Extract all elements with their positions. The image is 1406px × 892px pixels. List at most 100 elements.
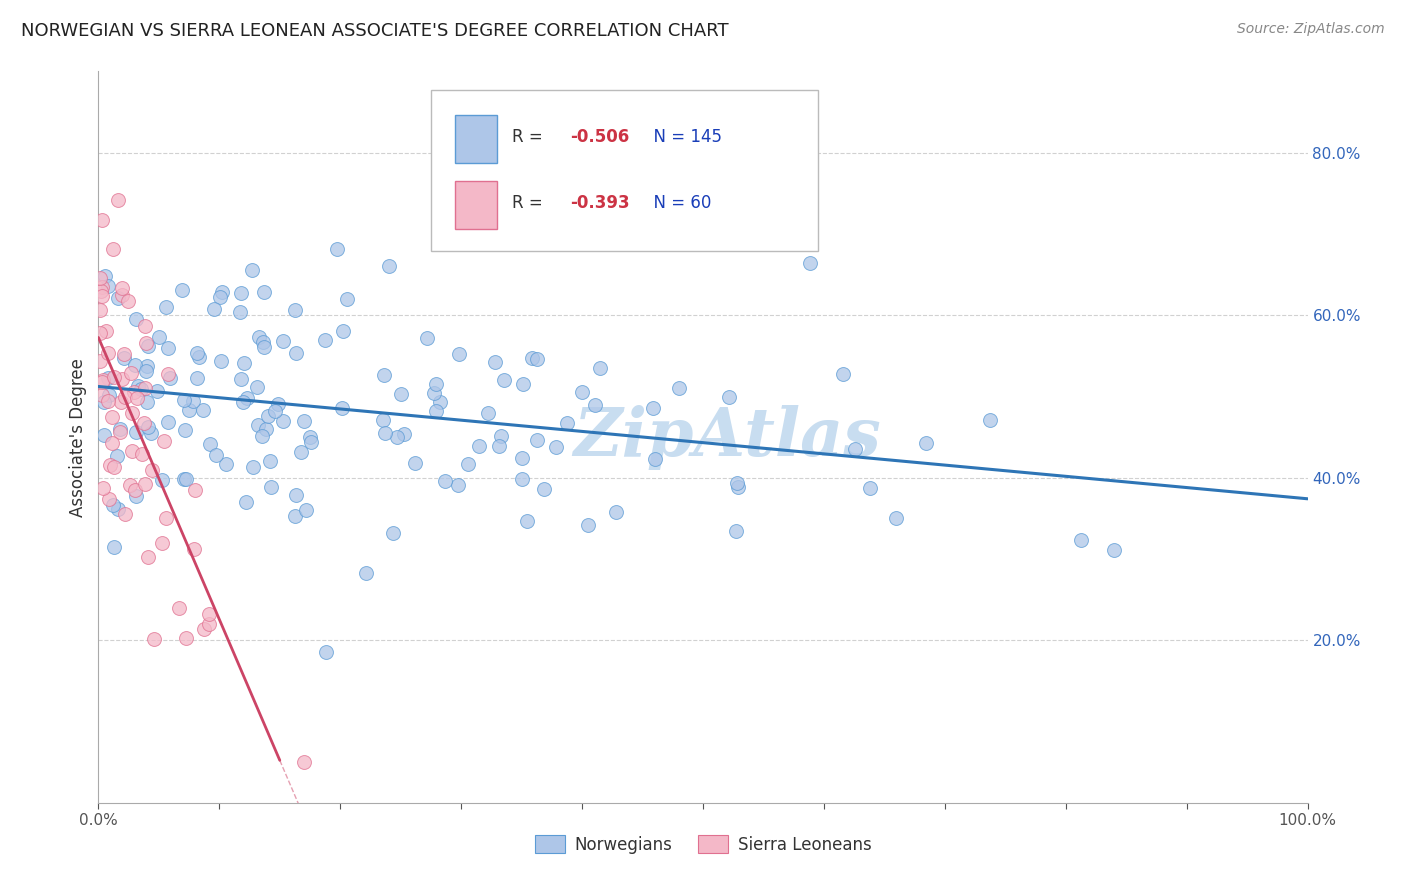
Point [526, 433, 548, 447]
Point [433, 474, 456, 488]
Point [576, 518, 599, 533]
Point [193, 622, 215, 636]
Point [727, 479, 749, 493]
Point [89, 326, 111, 340]
Point [91, 388, 114, 402]
Point [143, 632, 166, 646]
Point [605, 505, 627, 519]
Point [583, 398, 606, 412]
Point [114, 390, 136, 404]
Point [489, 429, 512, 443]
Point [107, 194, 129, 208]
Point [240, 263, 263, 277]
Point [644, 452, 666, 467]
Point [378, 259, 401, 273]
Point [170, 283, 193, 297]
Text: N = 145: N = 145 [643, 128, 721, 146]
Point [89, 270, 111, 285]
Point [112, 351, 135, 366]
Point [173, 423, 195, 437]
Point [211, 285, 233, 300]
Point [254, 422, 277, 436]
Text: Source: ZipAtlas.com: Source: ZipAtlas.com [1237, 22, 1385, 37]
Point [121, 444, 143, 458]
Point [512, 377, 534, 392]
Point [101, 498, 124, 512]
Point [186, 371, 208, 385]
Point [108, 422, 131, 436]
Point [799, 256, 821, 270]
Point [533, 483, 555, 497]
Point [267, 397, 290, 411]
Point [124, 483, 146, 498]
Point [176, 471, 198, 485]
Point [146, 384, 169, 399]
Point [546, 440, 568, 454]
Point [91, 279, 114, 293]
Point [229, 285, 252, 300]
Point [259, 454, 281, 468]
Point [273, 334, 295, 348]
Point [202, 302, 225, 317]
Point [285, 346, 308, 360]
Point [229, 372, 252, 386]
Point [392, 427, 415, 442]
Point [125, 489, 148, 503]
Point [332, 324, 354, 338]
Point [131, 446, 153, 460]
Point [94, 325, 117, 339]
Point [235, 495, 257, 509]
Point [1070, 533, 1092, 548]
Point [110, 372, 132, 386]
Point [641, 401, 664, 415]
Point [129, 383, 152, 397]
Text: N = 60: N = 60 [643, 194, 711, 212]
Point [429, 394, 451, 409]
Point [103, 540, 125, 554]
Point [492, 373, 515, 387]
Point [90, 288, 112, 302]
Point [107, 502, 129, 516]
Point [299, 434, 322, 449]
Point [136, 420, 159, 434]
Point [198, 607, 221, 621]
Point [211, 353, 233, 368]
Text: -0.393: -0.393 [569, 194, 630, 212]
Text: R =: R = [512, 128, 548, 146]
Point [314, 334, 336, 348]
Point [97, 371, 120, 385]
Point [132, 416, 155, 430]
Point [93, 428, 115, 442]
Point [150, 536, 173, 550]
Point [127, 378, 149, 392]
Point [105, 449, 128, 463]
Point [330, 401, 353, 416]
Point [979, 413, 1001, 427]
Point [832, 367, 855, 381]
Point [169, 601, 191, 615]
Point [725, 476, 748, 491]
Point [260, 480, 283, 494]
Point [89, 302, 111, 317]
Point [242, 460, 264, 475]
Point [101, 410, 124, 425]
Point [103, 459, 125, 474]
Point [292, 414, 315, 428]
Point [571, 385, 593, 400]
Point [200, 437, 222, 451]
Point [97, 394, 120, 409]
Bar [456, 115, 498, 163]
Point [229, 304, 252, 318]
Point [589, 361, 612, 376]
Point [245, 380, 267, 394]
Point [186, 346, 208, 360]
Point [510, 472, 533, 486]
Point [118, 477, 141, 491]
Point [184, 483, 207, 497]
Point [91, 375, 114, 389]
Point [173, 392, 195, 407]
Point [290, 444, 312, 458]
Point [141, 463, 163, 477]
Point [124, 358, 146, 372]
Point [336, 292, 359, 306]
